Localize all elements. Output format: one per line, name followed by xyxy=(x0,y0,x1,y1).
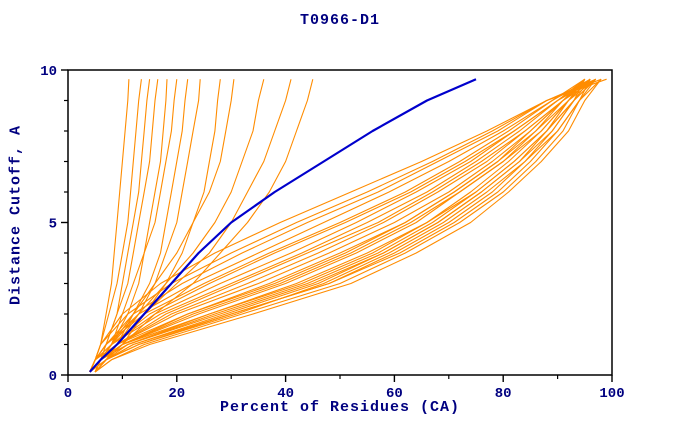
x-tick-label: 80 xyxy=(495,386,512,402)
x-tick-label: 100 xyxy=(599,386,624,402)
reference-curve xyxy=(88,78,477,373)
model-curve xyxy=(94,79,151,373)
y-tick-label: 5 xyxy=(49,217,57,233)
x-tick-label: 0 xyxy=(64,386,72,402)
y-tick-label: 0 xyxy=(49,369,57,385)
model-curve xyxy=(94,78,597,373)
model-curve xyxy=(94,78,591,373)
model-curve xyxy=(89,78,607,373)
y-axis-label: Distance Cutoff, A xyxy=(7,124,25,306)
model-curve xyxy=(94,78,597,373)
model-curve xyxy=(94,78,602,373)
x-axis-label: Percent of Residues (CA) xyxy=(219,399,461,416)
y-tick-label: 10 xyxy=(40,64,57,80)
chart-title: T0966-D1 xyxy=(299,12,380,29)
model-curve xyxy=(89,78,597,373)
x-tick-label: 20 xyxy=(168,386,185,402)
model-curve xyxy=(89,78,596,373)
x-tick-label: 40 xyxy=(277,386,294,402)
model-curve xyxy=(94,78,602,373)
x-tick-label: 60 xyxy=(386,386,403,402)
model-curve xyxy=(94,78,596,373)
